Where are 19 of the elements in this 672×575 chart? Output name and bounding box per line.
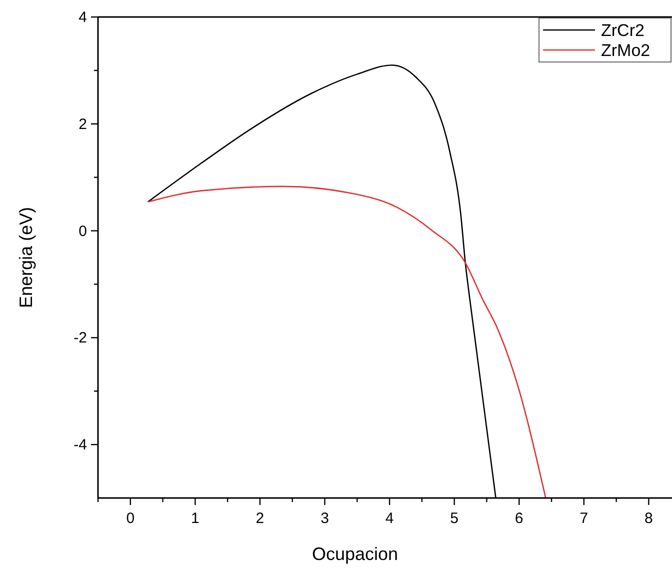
x-tick-label: 3 [320, 510, 329, 527]
line-series [147, 186, 546, 498]
y-axis-title: Energia (eV) [16, 206, 36, 308]
x-tick-label: 5 [450, 510, 458, 527]
x-tick-label: 8 [644, 510, 653, 527]
y-tick-label: 0 [78, 222, 87, 240]
x-tick-label: 6 [514, 510, 524, 527]
x-axis-title: Ocupacion [312, 544, 398, 564]
x-tick-label: 2 [256, 510, 264, 527]
y-tick-label: -4 [74, 436, 87, 454]
legend-label: ZrCr2 [601, 21, 644, 40]
x-tick-label: 1 [191, 510, 200, 527]
y-tick-label: 4 [78, 9, 87, 26]
x-tick-label: 4 [385, 510, 394, 527]
y-tick-label: 2 [78, 116, 87, 133]
x-tick-label: 0 [126, 510, 135, 527]
x-tick-label: 7 [580, 510, 588, 527]
y-tick-label: -2 [74, 330, 87, 347]
legend-label: ZrMo2 [601, 41, 650, 60]
